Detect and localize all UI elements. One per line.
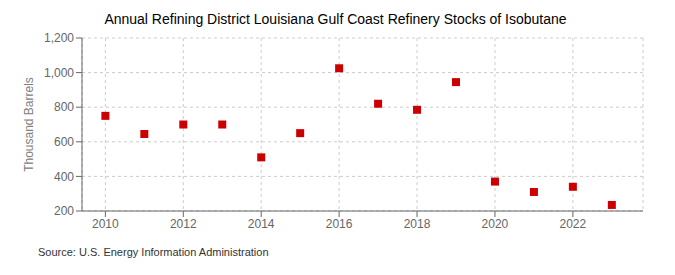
svg-text:200: 200	[54, 204, 74, 218]
svg-text:2016: 2016	[326, 217, 353, 231]
svg-text:2020: 2020	[482, 217, 509, 231]
svg-text:1,000: 1,000	[44, 66, 74, 80]
svg-text:2012: 2012	[170, 217, 197, 231]
svg-text:2010: 2010	[92, 217, 119, 231]
svg-text:600: 600	[54, 135, 74, 149]
html-text:Source: U.S. Energy Informatio: Source: U.S. Energy Information Administ…	[38, 246, 269, 258]
svg-text:2018: 2018	[404, 217, 431, 231]
svg-text:2014: 2014	[248, 217, 275, 231]
svg-text:800: 800	[54, 100, 74, 114]
html-text:Annual Refining District Louis: Annual Refining District Louisiana Gulf …	[104, 11, 567, 27]
svg-text:1,200: 1,200	[44, 31, 74, 45]
svg-text:400: 400	[54, 170, 74, 184]
svg-text:2022: 2022	[560, 217, 587, 231]
svg-text:Thousand Barrels: Thousand Barrels	[22, 77, 36, 172]
